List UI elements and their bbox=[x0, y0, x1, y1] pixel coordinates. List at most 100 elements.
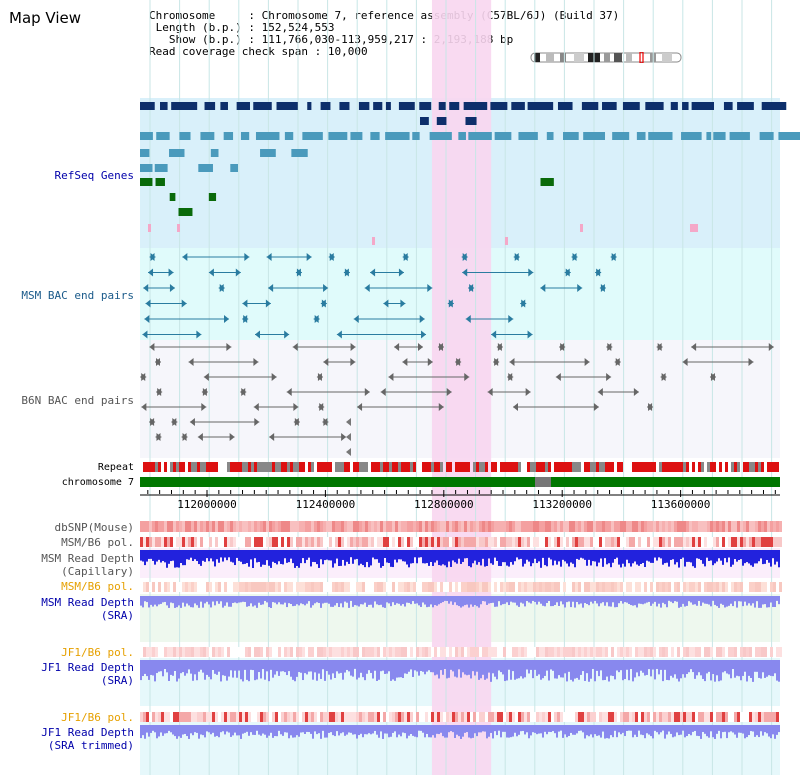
refseq-gene-row[interactable] bbox=[140, 102, 787, 110]
gene-block[interactable] bbox=[449, 102, 460, 110]
gene-block[interactable] bbox=[494, 132, 512, 140]
gene-block[interactable] bbox=[240, 132, 250, 140]
gene-block[interactable] bbox=[236, 102, 250, 110]
gene-block[interactable] bbox=[581, 102, 599, 110]
gene-block[interactable] bbox=[713, 132, 726, 140]
gene-marker[interactable] bbox=[580, 224, 583, 232]
gene-block[interactable] bbox=[276, 102, 298, 110]
gene-block[interactable] bbox=[468, 132, 492, 140]
gene-block[interactable] bbox=[761, 102, 787, 110]
gene-block[interactable] bbox=[465, 117, 477, 125]
gene-block[interactable] bbox=[546, 132, 554, 140]
gene-block[interactable] bbox=[320, 102, 331, 110]
track-label-refseq[interactable]: RefSeq Genes bbox=[54, 169, 134, 182]
gene-block[interactable] bbox=[490, 102, 508, 110]
gene-block[interactable] bbox=[706, 132, 712, 140]
gene-block[interactable] bbox=[260, 149, 276, 157]
bac-pair-row[interactable] bbox=[140, 373, 716, 381]
refseq-gene-row[interactable] bbox=[178, 208, 193, 216]
gene-marker[interactable] bbox=[505, 237, 508, 245]
refseq-gene-row[interactable] bbox=[140, 132, 800, 140]
gene-block[interactable] bbox=[583, 132, 606, 140]
gene-block[interactable] bbox=[178, 208, 193, 216]
bac-pair-row[interactable] bbox=[145, 299, 527, 308]
gene-block[interactable] bbox=[540, 178, 554, 186]
gene-block[interactable] bbox=[307, 102, 312, 110]
bac-pair-row[interactable] bbox=[156, 388, 639, 396]
refseq-gene-row[interactable] bbox=[169, 193, 217, 201]
gene-block[interactable] bbox=[729, 132, 750, 140]
gene-marker[interactable] bbox=[177, 224, 180, 232]
gene-block[interactable] bbox=[255, 132, 280, 140]
gene-block[interactable] bbox=[385, 132, 410, 140]
gene-block[interactable] bbox=[350, 132, 363, 140]
gene-block[interactable] bbox=[645, 102, 664, 110]
gene-block[interactable] bbox=[160, 102, 168, 110]
gene-block[interactable] bbox=[682, 102, 689, 110]
gene-block[interactable] bbox=[438, 102, 446, 110]
gene-block[interactable] bbox=[373, 102, 383, 110]
gene-marker[interactable] bbox=[372, 237, 375, 245]
gene-block[interactable] bbox=[140, 132, 153, 140]
gene-block[interactable] bbox=[622, 102, 640, 110]
gene-block[interactable] bbox=[511, 102, 525, 110]
bac-pair-row[interactable] bbox=[143, 284, 606, 292]
bac-pair-row[interactable] bbox=[155, 433, 347, 441]
gene-block[interactable] bbox=[156, 132, 170, 140]
gene-block[interactable] bbox=[223, 132, 234, 140]
gene-block[interactable] bbox=[358, 102, 370, 110]
gene-block[interactable] bbox=[208, 193, 217, 201]
bac-pair-row[interactable] bbox=[149, 343, 774, 351]
gene-block[interactable] bbox=[210, 149, 219, 157]
bac-pair-row[interactable] bbox=[141, 403, 654, 411]
gene-block[interactable] bbox=[155, 178, 165, 186]
gene-block[interactable] bbox=[204, 102, 216, 110]
bac-pair-row[interactable] bbox=[149, 418, 329, 426]
gene-block[interactable] bbox=[140, 164, 153, 172]
gene-block[interactable] bbox=[154, 164, 168, 172]
gene-block[interactable] bbox=[670, 102, 678, 110]
gene-block[interactable] bbox=[253, 102, 272, 110]
gene-block[interactable] bbox=[420, 117, 429, 125]
gene-block[interactable] bbox=[723, 102, 733, 110]
gene-block[interactable] bbox=[691, 102, 715, 110]
gene-block[interactable] bbox=[198, 164, 213, 172]
chromosome-bar[interactable] bbox=[140, 477, 780, 487]
highlight-region[interactable] bbox=[431, 0, 492, 775]
bac-pair-row[interactable] bbox=[148, 268, 602, 277]
gene-block[interactable] bbox=[412, 132, 420, 140]
gene-block[interactable] bbox=[398, 102, 415, 110]
refseq-gene-row[interactable] bbox=[420, 117, 477, 125]
gene-marker[interactable] bbox=[148, 224, 151, 232]
gene-block[interactable] bbox=[179, 132, 191, 140]
gene-block[interactable] bbox=[328, 132, 348, 140]
gene-block[interactable] bbox=[339, 102, 350, 110]
bac-pair-row[interactable] bbox=[142, 330, 533, 339]
gene-block[interactable] bbox=[302, 132, 323, 140]
gene-block[interactable] bbox=[563, 132, 579, 140]
gene-block[interactable] bbox=[778, 132, 800, 140]
bac-pair-row[interactable] bbox=[144, 315, 514, 323]
gene-block[interactable] bbox=[429, 132, 452, 140]
gene-block[interactable] bbox=[140, 149, 150, 157]
refseq-gene-row[interactable] bbox=[140, 178, 554, 186]
gene-block[interactable] bbox=[681, 132, 702, 140]
track-label-b6n-bac[interactable]: B6N BAC end pairs bbox=[21, 394, 134, 407]
gene-block[interactable] bbox=[370, 132, 380, 140]
gene-block[interactable] bbox=[171, 102, 198, 110]
bac-pair-row[interactable] bbox=[149, 253, 617, 261]
gene-block[interactable] bbox=[527, 102, 554, 110]
gene-block[interactable] bbox=[759, 132, 774, 140]
bac-pair-row[interactable] bbox=[154, 358, 754, 366]
gene-block[interactable] bbox=[612, 132, 630, 140]
gene-block[interactable] bbox=[436, 117, 447, 125]
gene-marker[interactable] bbox=[690, 224, 698, 232]
gene-block[interactable] bbox=[419, 102, 432, 110]
gene-block[interactable] bbox=[636, 132, 646, 140]
gene-block[interactable] bbox=[737, 102, 754, 110]
gene-block[interactable] bbox=[169, 193, 176, 201]
gene-block[interactable] bbox=[284, 132, 294, 140]
gene-block[interactable] bbox=[602, 102, 617, 110]
refseq-gene-row[interactable] bbox=[140, 164, 238, 172]
